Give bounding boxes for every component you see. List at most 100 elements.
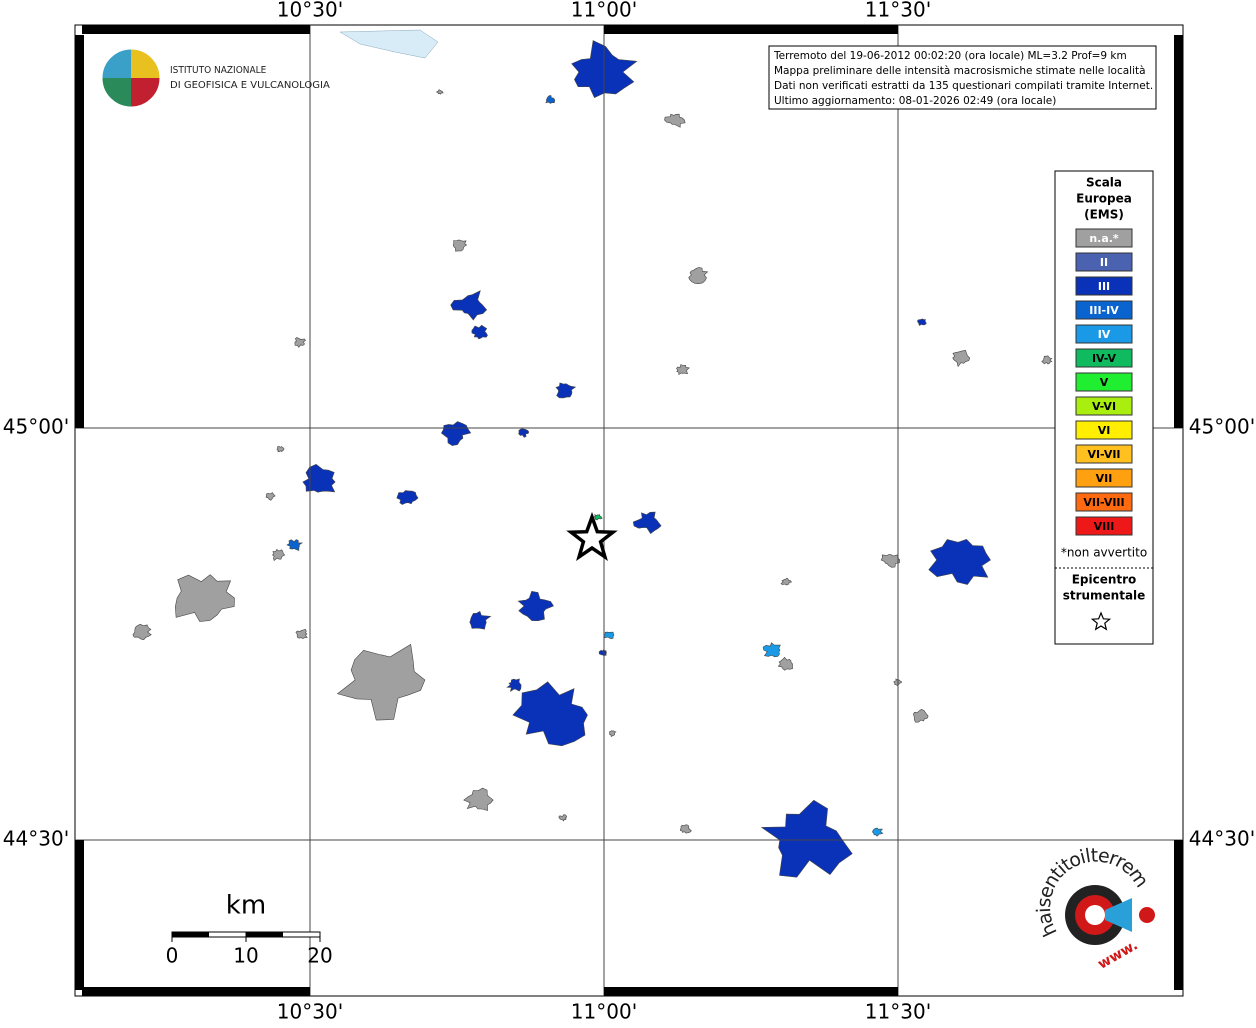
municipality xyxy=(917,318,927,326)
municipality xyxy=(880,554,901,568)
lon-label: 11°00' xyxy=(571,0,637,22)
legend-note: *non avvertito xyxy=(1061,546,1147,560)
municipality xyxy=(336,643,426,721)
legend-label: VII-VIII xyxy=(1083,496,1124,509)
municipality xyxy=(872,827,884,837)
municipality xyxy=(265,492,276,501)
municipality xyxy=(664,113,686,128)
legend-label: V xyxy=(1100,376,1109,389)
lake xyxy=(339,29,439,59)
municipality xyxy=(518,428,530,438)
municipality xyxy=(463,787,494,811)
municipality xyxy=(302,463,336,493)
legend-label: II xyxy=(1100,256,1108,269)
municipality xyxy=(512,681,588,747)
legend-label: IV xyxy=(1098,328,1111,341)
municipality xyxy=(679,824,692,834)
info-box: Terremoto del 19-06-2012 00:02:20 (ora l… xyxy=(768,45,1157,110)
municipality xyxy=(286,539,304,551)
ingv-logo: ISTITUTO NAZIONALE DI GEOFISICA E VULCAN… xyxy=(101,48,330,108)
lon-label: 11°30' xyxy=(865,0,931,22)
graticule xyxy=(75,25,1183,996)
municipality xyxy=(132,623,152,641)
municipality xyxy=(272,549,286,561)
legend-label: VI xyxy=(1098,424,1111,437)
municipality xyxy=(545,95,556,104)
info-line: Ultimo aggiornamento: 08-01-2026 02:49 (… xyxy=(774,95,1056,107)
scale-unit: km xyxy=(226,891,266,921)
municipality xyxy=(1041,355,1053,365)
legend-swatch xyxy=(1075,396,1133,416)
legend: Scala Europea (EMS) *non avvertito Epice… xyxy=(1054,170,1154,645)
legend-swatch xyxy=(1075,372,1133,392)
legend-label: III-IV xyxy=(1089,304,1119,317)
epicenter-symbol xyxy=(1090,611,1112,631)
scale-bar: km 0 10 20 xyxy=(166,891,333,968)
municipality xyxy=(276,445,285,453)
legend-swatch xyxy=(1075,252,1133,272)
municipality xyxy=(506,678,522,692)
map-frame xyxy=(74,24,1184,997)
municipality xyxy=(452,239,468,252)
legend-title: Europea xyxy=(1076,192,1132,206)
municipality xyxy=(295,628,308,639)
axis-labels: 10°30' 11°00' 11°30' 10°30' 11°00' 11°30… xyxy=(3,0,1255,1024)
legend-swatch xyxy=(1075,228,1133,248)
municipality xyxy=(952,350,971,368)
legend-swatch xyxy=(1075,420,1133,440)
municipality xyxy=(632,511,662,535)
legend-label: VIII xyxy=(1094,520,1115,533)
municipality xyxy=(471,324,488,340)
epicenter xyxy=(566,511,618,561)
lon-label: 10°30' xyxy=(277,0,343,22)
lat-label: 44°30' xyxy=(1189,827,1255,851)
lat-label: 45°00' xyxy=(1189,415,1255,439)
municipality xyxy=(676,364,690,376)
legend-epicenter: strumentale xyxy=(1063,589,1146,603)
municipality xyxy=(558,814,568,822)
scale-label: 20 xyxy=(307,944,332,968)
legend-title: Scala xyxy=(1086,176,1122,190)
scale-label: 10 xyxy=(233,944,258,968)
legend-swatch xyxy=(1075,468,1133,488)
logo-text: ISTITUTO NAZIONALE xyxy=(170,65,267,76)
municipality xyxy=(688,267,709,285)
legend-label: n.a.* xyxy=(1089,232,1119,245)
legend-epicenter: Epicentro xyxy=(1072,573,1137,587)
municipality xyxy=(603,631,615,640)
lat-label: 44°30' xyxy=(3,827,69,851)
legend-swatch xyxy=(1075,444,1133,464)
legend-label: VII xyxy=(1096,472,1113,485)
legend-label: V-VI xyxy=(1092,400,1116,413)
lon-label: 11°30' xyxy=(865,1000,931,1024)
info-line: Terremoto del 19-06-2012 00:02:20 (ora l… xyxy=(773,50,1127,62)
lat-label: 45°00' xyxy=(3,415,69,439)
legend-swatch xyxy=(1075,348,1133,368)
municipality xyxy=(517,590,554,622)
municipality xyxy=(780,577,793,586)
legend-swatch xyxy=(1075,276,1133,296)
municipalities xyxy=(132,40,1053,878)
frame-bars xyxy=(75,25,1183,996)
legend-label: VI-VII xyxy=(1087,448,1120,461)
legend-swatch xyxy=(1075,516,1133,536)
municipality xyxy=(928,539,991,585)
scale-label: 0 xyxy=(166,944,179,968)
legend-title: (EMS) xyxy=(1084,208,1124,222)
legend-swatch xyxy=(1075,300,1133,320)
lon-label: 10°30' xyxy=(277,1000,343,1024)
municipality xyxy=(436,89,444,95)
legend-swatch xyxy=(1075,324,1133,344)
info-line: Mappa preliminare delle intensità macros… xyxy=(774,65,1146,77)
municipality xyxy=(396,490,419,505)
municipality xyxy=(174,574,235,622)
municipality xyxy=(609,730,617,737)
lon-label: 11°00' xyxy=(571,1000,637,1024)
logo-text: DI GEOFISICA E VULCANOLOGIA xyxy=(170,80,330,91)
municipality xyxy=(469,610,492,630)
municipality xyxy=(294,337,306,348)
municipality xyxy=(450,290,488,321)
legend-label: IV-V xyxy=(1092,352,1117,365)
legend-swatch xyxy=(1075,492,1133,512)
